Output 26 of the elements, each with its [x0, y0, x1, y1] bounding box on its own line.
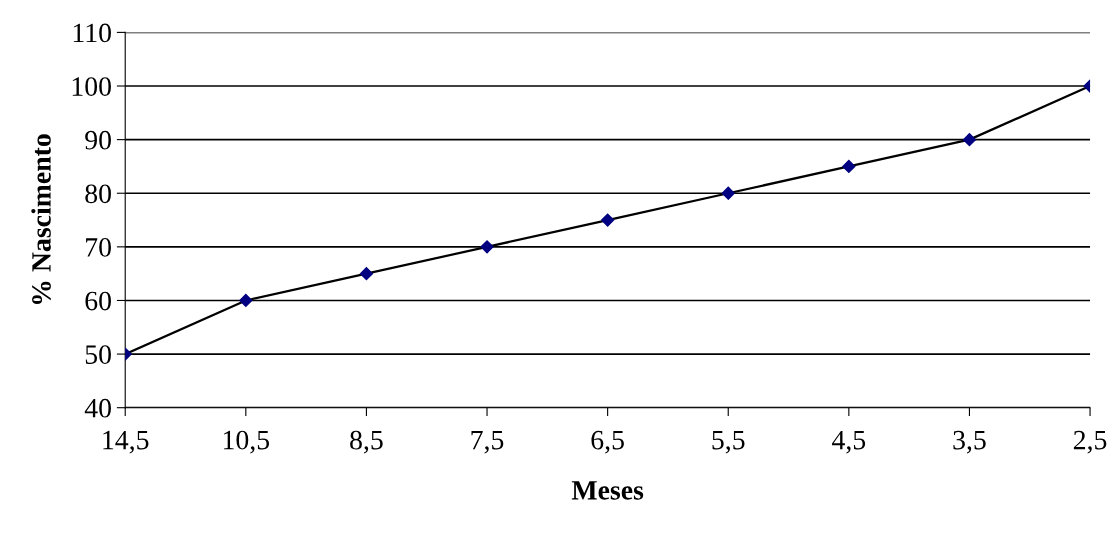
point — [721, 186, 735, 200]
y-tick-label: 50 — [85, 345, 111, 364]
x-tick-label: 7,5 — [471, 431, 504, 454]
x-tick-label: 4,5 — [832, 430, 866, 454]
y-axis-title: % Nascimento — [31, 134, 51, 304]
y-tick-label: 110 — [73, 23, 111, 43]
y-tick-label: 40 — [84, 398, 111, 418]
y-tick-label: 90 — [85, 130, 111, 150]
point — [239, 293, 253, 308]
y-tick-label: 100 — [72, 77, 111, 96]
point — [962, 133, 977, 147]
x-tick-label: 8,5 — [350, 430, 383, 454]
point — [480, 240, 494, 254]
y-tick-label: 80 — [85, 184, 111, 204]
x-tick-label: 3,5 — [953, 430, 986, 454]
point — [601, 213, 615, 227]
x-axis-title: Meses — [571, 481, 644, 500]
x-tick-label: 10,5 — [223, 430, 270, 454]
y-tick-label: 70 — [86, 238, 111, 257]
y-tick-label: 60 — [85, 291, 111, 311]
x-tick-label: 14,5 — [103, 430, 149, 454]
point — [842, 159, 856, 174]
x-tick-label: 2,5 — [1073, 430, 1107, 454]
point — [359, 267, 374, 281]
x-tick-label: 6,5 — [591, 430, 624, 454]
x-tick-label: 5,5 — [712, 431, 745, 454]
